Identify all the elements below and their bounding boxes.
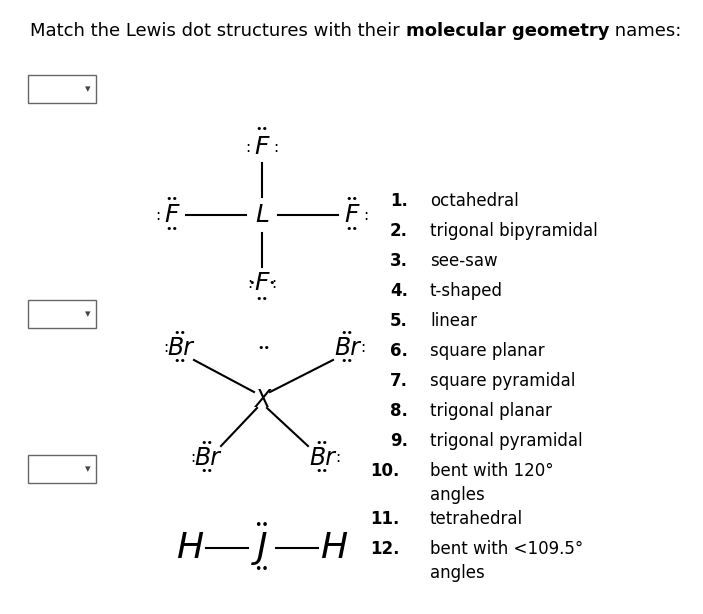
Text: ▾: ▾ xyxy=(85,309,91,319)
Text: see-saw: see-saw xyxy=(430,252,498,270)
Text: ▾: ▾ xyxy=(85,84,91,94)
Text: square pyramidal: square pyramidal xyxy=(430,372,575,390)
Text: F: F xyxy=(344,203,359,227)
Text: 4.: 4. xyxy=(390,282,408,300)
Text: ••: •• xyxy=(345,194,359,204)
Text: bent with 120°: bent with 120° xyxy=(430,462,554,480)
Bar xyxy=(28,455,96,483)
Text: t-shaped: t-shaped xyxy=(430,282,503,300)
Text: ••: •• xyxy=(200,438,214,448)
Text: H: H xyxy=(321,531,347,565)
Text: ••: •• xyxy=(255,294,269,304)
Text: 10.: 10. xyxy=(370,462,400,480)
Text: Br: Br xyxy=(194,446,220,470)
Text: X: X xyxy=(254,388,270,412)
Text: ••: •• xyxy=(345,224,359,234)
Text: 11.: 11. xyxy=(370,510,400,528)
Text: 2.: 2. xyxy=(390,222,408,240)
Text: ••: •• xyxy=(340,356,354,366)
Text: H: H xyxy=(176,531,204,565)
Text: ••: •• xyxy=(316,438,328,448)
Text: ••: •• xyxy=(174,328,186,338)
Text: molecular geometry: molecular geometry xyxy=(406,22,609,40)
Text: 7.: 7. xyxy=(390,372,408,390)
Text: angles: angles xyxy=(430,564,485,582)
Text: bent with <109.5°: bent with <109.5° xyxy=(430,540,583,558)
Text: trigonal pyramidal: trigonal pyramidal xyxy=(430,432,583,450)
Text: names:: names: xyxy=(609,22,681,40)
Text: octahedral: octahedral xyxy=(430,192,519,210)
Text: ••: •• xyxy=(255,124,269,134)
Text: trigonal planar: trigonal planar xyxy=(430,402,552,420)
Text: :: : xyxy=(245,139,250,155)
Text: Match the Lewis dot structures with their: Match the Lewis dot structures with thei… xyxy=(30,22,406,40)
Text: ••: •• xyxy=(254,564,269,577)
Text: :: : xyxy=(273,139,278,155)
Text: J: J xyxy=(257,531,267,565)
Text: linear: linear xyxy=(430,312,477,330)
Text: ▾: ▾ xyxy=(85,464,91,474)
Bar xyxy=(28,300,96,328)
Text: ••: •• xyxy=(316,466,328,476)
Text: :: : xyxy=(363,208,368,222)
Text: 8.: 8. xyxy=(390,402,408,420)
Text: F: F xyxy=(165,203,179,227)
Text: Br: Br xyxy=(334,336,360,360)
Text: ••: •• xyxy=(165,194,179,204)
Text: 3.: 3. xyxy=(390,252,408,270)
Text: :: : xyxy=(155,208,160,222)
Text: 5.: 5. xyxy=(390,312,408,330)
Text: ••: •• xyxy=(174,356,186,366)
Text: •: • xyxy=(249,278,255,288)
Text: Br: Br xyxy=(167,336,193,360)
Text: ••: •• xyxy=(254,519,269,532)
Text: trigonal bipyramidal: trigonal bipyramidal xyxy=(430,222,598,240)
Text: ••: •• xyxy=(257,343,270,353)
Text: angles: angles xyxy=(430,486,485,504)
Text: F: F xyxy=(254,271,269,295)
Bar xyxy=(28,75,96,103)
Text: 12.: 12. xyxy=(370,540,400,558)
Text: 6.: 6. xyxy=(390,342,408,360)
Text: :: : xyxy=(271,276,276,290)
Text: •: • xyxy=(269,278,276,288)
Text: 9.: 9. xyxy=(390,432,408,450)
Text: square planar: square planar xyxy=(430,342,545,360)
Text: L: L xyxy=(255,203,269,227)
Text: ••: •• xyxy=(340,328,354,338)
Text: :: : xyxy=(163,341,169,356)
Text: ••: •• xyxy=(165,224,179,234)
Text: :: : xyxy=(191,451,195,465)
Text: 1.: 1. xyxy=(390,192,408,210)
Text: tetrahedral: tetrahedral xyxy=(430,510,523,528)
Text: :: : xyxy=(247,276,252,290)
Text: ••: •• xyxy=(200,466,214,476)
Text: Br: Br xyxy=(309,446,335,470)
Text: F: F xyxy=(254,135,269,159)
Text: :: : xyxy=(361,341,366,356)
Text: :: : xyxy=(335,451,340,465)
